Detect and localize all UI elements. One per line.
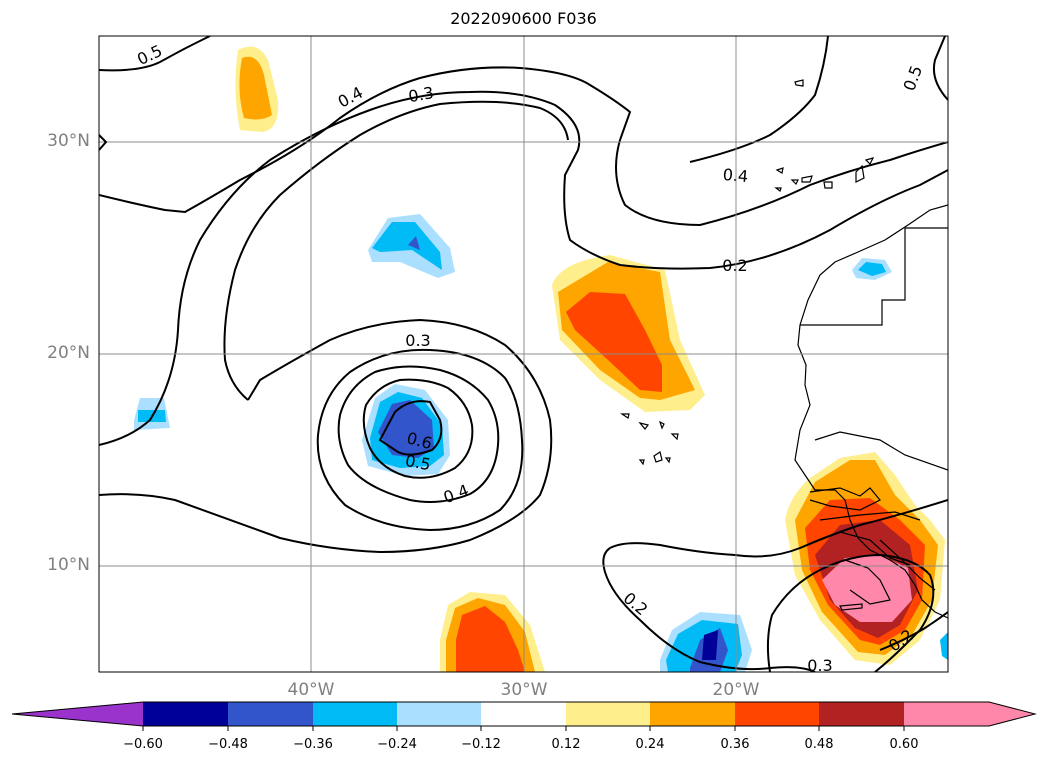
contour-label: 0.4 (722, 165, 749, 186)
colorbar-tick-label: −0.12 (461, 737, 501, 752)
lon-label-40w: 40°W (287, 680, 335, 700)
contour-label: 0.3 (807, 656, 832, 675)
positive-anomaly-guinea (785, 452, 945, 665)
colorbar-tick-label: −0.36 (293, 737, 333, 752)
colorbar-tick-label: −0.48 (208, 737, 248, 752)
lat-label-30n: 30°N (47, 131, 90, 151)
contour-label: 0.3 (405, 331, 430, 350)
map-area: 0.5 0.4 0.3 0.4 0.2 0.3 0.6 0.5 0.4 0.2 … (99, 36, 948, 675)
contour-label: 0.2 (722, 256, 747, 275)
contour-lines (99, 36, 948, 672)
colorbar-extend-low (12, 702, 143, 726)
colorbar (11, 701, 1037, 731)
positive-anomaly-south (440, 592, 545, 672)
contour-label: 0.5 (404, 451, 432, 474)
coastline (794, 204, 948, 619)
gridlines (99, 36, 948, 672)
negative-anomaly-canary (852, 258, 892, 280)
negative-anomaly-central (368, 214, 455, 278)
colorbar-tick-label: 0.36 (720, 737, 750, 752)
contour-label: 0.3 (407, 83, 435, 106)
lon-label-30w: 30°W (500, 680, 548, 700)
colorbar-tick-label: −0.24 (377, 737, 417, 752)
colorbar-tick-label: 0.12 (551, 737, 581, 752)
colorbar-tick-label: 0.60 (889, 737, 919, 752)
positive-anomaly-cape-verde (552, 255, 705, 412)
colorbar-tick-label: 0.48 (804, 737, 834, 752)
lat-label-10n: 10°N (47, 555, 90, 575)
negative-anomaly-vortex (362, 384, 450, 476)
negative-anomaly-west (134, 398, 170, 430)
colorbar-extend-high (989, 702, 1035, 726)
chart-title: 2022090600 F036 (450, 9, 597, 28)
map-frame (98, 35, 949, 673)
colorbar-tick-label: 0.24 (635, 737, 665, 752)
positive-anomaly-subtropical-north (235, 46, 279, 132)
lat-label-20n: 20°N (47, 343, 90, 363)
negative-anomaly-south (660, 612, 752, 672)
colorbar-tick-label: −0.60 (123, 737, 163, 752)
lon-label-20w: 20°W (712, 680, 760, 700)
